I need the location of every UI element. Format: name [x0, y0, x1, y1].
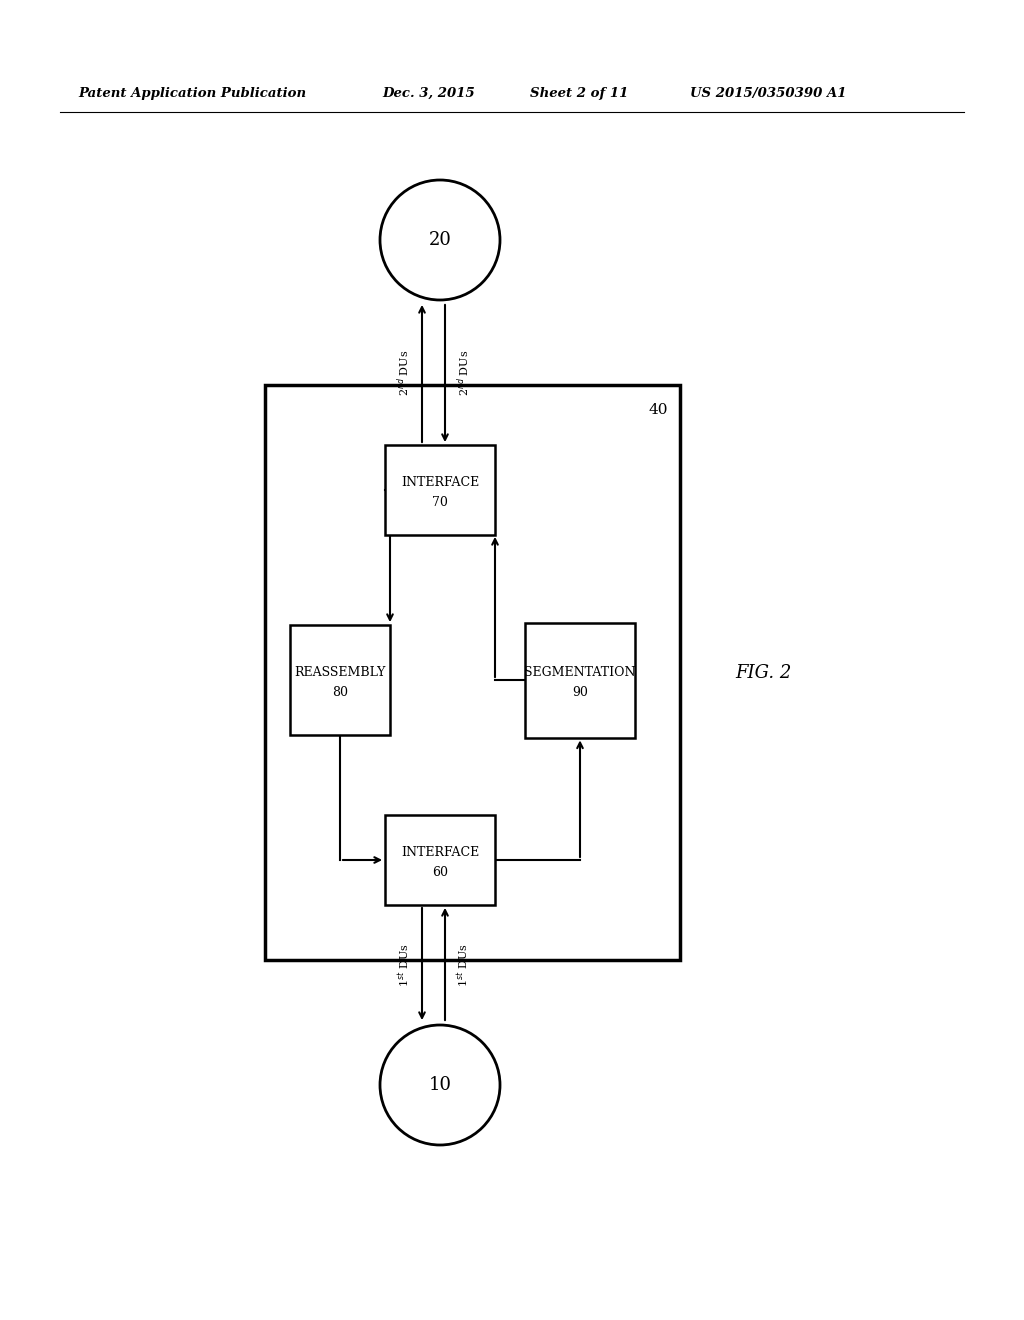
Text: INTERFACE: INTERFACE — [400, 475, 479, 488]
Text: 1$^{st}$ DUs: 1$^{st}$ DUs — [455, 944, 471, 987]
Text: 70: 70 — [432, 495, 447, 508]
Text: US 2015/0350390 A1: US 2015/0350390 A1 — [690, 87, 847, 99]
Text: 2$^{nd}$ DUs: 2$^{nd}$ DUs — [395, 350, 412, 396]
Text: REASSEMBLY: REASSEMBLY — [294, 665, 386, 678]
Text: 90: 90 — [572, 685, 588, 698]
Text: 40: 40 — [648, 403, 668, 417]
Text: SEGMENTATION: SEGMENTATION — [524, 665, 636, 678]
Text: Sheet 2 of 11: Sheet 2 of 11 — [530, 87, 629, 99]
Text: 20: 20 — [429, 231, 452, 249]
Text: 10: 10 — [428, 1076, 452, 1094]
Circle shape — [380, 180, 500, 300]
Text: 1$^{st}$ DUs: 1$^{st}$ DUs — [396, 944, 412, 987]
Bar — [265, 385, 680, 960]
Text: Dec. 3, 2015: Dec. 3, 2015 — [382, 87, 475, 99]
Bar — [525, 623, 635, 738]
Text: 60: 60 — [432, 866, 449, 879]
Text: INTERFACE: INTERFACE — [400, 846, 479, 858]
Bar — [385, 814, 495, 906]
Text: Patent Application Publication: Patent Application Publication — [78, 87, 306, 99]
Text: 80: 80 — [332, 685, 348, 698]
Bar — [385, 445, 495, 535]
Bar — [290, 624, 390, 735]
Text: FIG. 2: FIG. 2 — [735, 664, 792, 681]
Circle shape — [380, 1026, 500, 1144]
Text: 2$^{nd}$ DUs: 2$^{nd}$ DUs — [455, 350, 472, 396]
